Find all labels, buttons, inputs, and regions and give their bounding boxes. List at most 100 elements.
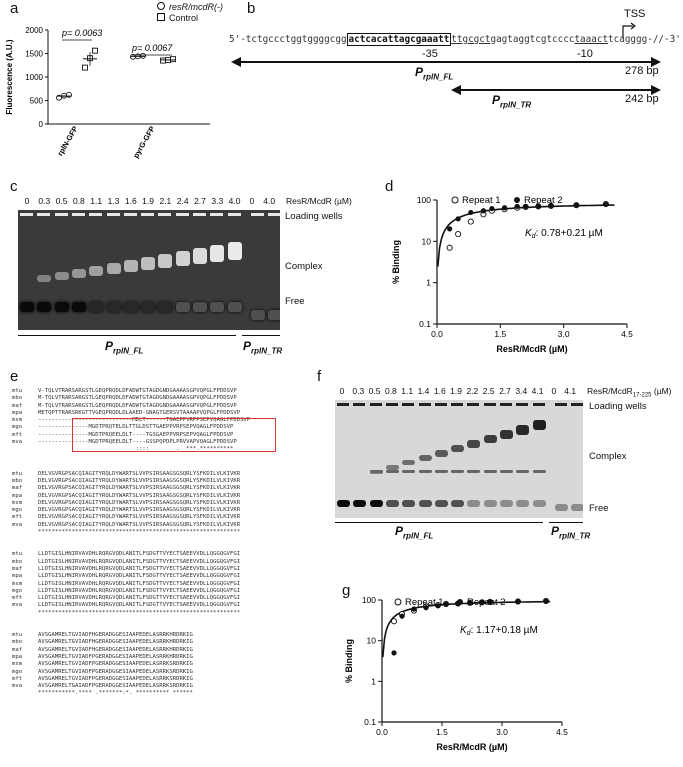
concentration-label: 0 [551, 386, 557, 396]
gel-well [89, 213, 103, 216]
gel-free-band [141, 302, 156, 312]
species-label: mva [12, 521, 23, 528]
c-fl-line [18, 335, 236, 336]
gel-complex-band [37, 275, 52, 282]
point-repeat-2 [411, 606, 417, 612]
alignment-row: ***********.**** .*******:*. ********** … [12, 690, 312, 697]
gel-intermediate-band [532, 470, 546, 473]
alignment-row: mbo LLDTGISLHNIRVAVDHLRQRGVQDLANITLFSDGTT… [12, 559, 312, 566]
kd-k: K [525, 228, 533, 239]
y-tick-label: 0.1 [419, 319, 431, 329]
gel-complex-band [158, 254, 173, 268]
gel-well [353, 403, 366, 406]
concentration-label: 0.8 [384, 386, 397, 396]
gel-complex-band [193, 248, 207, 264]
x-tick-label: 4.5 [556, 727, 568, 737]
alignment-row: mtu LLDTGISLHNIRVAVDHLRQRGVQDLANITLFSDGTT… [12, 551, 312, 558]
point-repeat-2 [603, 201, 609, 208]
sequence: LLDTGISLHNIRVAVDHLRQRGVQDLANITLFSDGTTVYE… [38, 602, 241, 609]
sequence: :::: . ***.********** [38, 446, 234, 453]
sequence: LLDTGISLHNIRVAVDHLRQRGVQDLANITLFSDGTTVYE… [38, 565, 241, 572]
gel-complex-band [483, 435, 497, 444]
alignment-row: mbo AVSGAMRELTGVIADFHGERADGGESIAAPEDELASR… [12, 639, 312, 646]
panel-c: 0 0.3 0.5 0.8 1.1 1.3 1.6 1.9 2.1 2.4 2.7 3.3 4.0 0 4.… [0, 178, 380, 368]
fit-curve [382, 600, 551, 658]
f-fl-line [335, 522, 543, 523]
alignment-row: ****************************************… [12, 529, 312, 536]
sequence: LLDTGISLHNIRVAVDHLRQRGVQDLANITLFSDGTTVYE… [38, 573, 241, 580]
species-label: msm [12, 661, 23, 668]
kd-sub: d [467, 630, 472, 637]
gel-intermediate-band [483, 470, 497, 473]
species-label: mpa [12, 409, 23, 416]
legend-repeat-1: Repeat 1 [462, 195, 501, 206]
gel-intermediate-band [434, 470, 448, 473]
sequence: AVSGAMRELTGVIADFPGERADGGESIAAPEDELASRRKS… [38, 668, 193, 675]
gel-c [18, 210, 280, 330]
sequence: ---------------MGDTPRQEELDLT----GSSPQPDP… [38, 439, 237, 446]
gel-free-band [369, 500, 383, 507]
species-label: mva [12, 602, 23, 609]
sequence: AVSGAMRELTGAIADFPGERADGGESIAAPEDELASRRKS… [38, 683, 193, 690]
f-fl-sub: rplN_FL [403, 531, 434, 541]
sequence: DELVGVRGPSACQIAGITYRQLDYWARTSLVVPSIRSAAG… [38, 521, 241, 528]
a-legend-1: resR/mcdR(-) [157, 2, 223, 12]
alignment-row: mtu V-TQLVTRARSARGSTLGEQPRQDLDFADWTGTAGDG… [12, 388, 312, 395]
concentration-label: 1.6 [433, 386, 446, 396]
species-label: mpa [12, 492, 23, 499]
alignment-row: msm LLDTGISLHNIRVAVDHLRQRGVQDLANITLFSDGTT… [12, 581, 312, 588]
gel-complex-band [106, 263, 121, 274]
f-tr-p: P [551, 524, 560, 538]
point-repeat-2 [443, 601, 449, 607]
gel-free-band [554, 504, 568, 511]
gel-complex-band [89, 266, 104, 276]
minus35-label: -35 [422, 48, 438, 60]
alignment-row: maf AVSGAMRELTGVIADFHGERADGGESIAAPEDELASR… [12, 647, 312, 654]
panel-label-c: c [10, 178, 18, 195]
panel-a: 0 500 1000 1500 2000 Fluorescence (A.U.) p= … [0, 0, 240, 175]
gel-free-band [37, 302, 52, 312]
gel-complex-band [532, 420, 546, 431]
point-repeat-2 [447, 226, 453, 232]
legend-open-circle-icon [451, 196, 459, 204]
f-free-label: Free [589, 503, 609, 514]
x-tick-label: 3.0 [558, 329, 570, 339]
gel-intermediate-band [402, 470, 416, 473]
gel-free-band [418, 500, 432, 507]
panel-e: mtu V-TQLVTRARSARGSTLGEQPRQDLDFADWTGTAGDG… [12, 388, 312, 748]
c-unit-label: ResR/McdR (µM) [286, 196, 352, 206]
seq-mid2: gagtaggtcgtcccc [490, 34, 575, 45]
x-axis-label: ResR/McdR (µM) [496, 344, 567, 354]
alignment-row: msm AVSGAMRELTGVIADFPGERADGGESIAAPEDELASR… [12, 661, 312, 668]
point-repeat-2 [391, 650, 397, 656]
alignment-row: mtu DELVGVRGPSACQIAGITYRQLDYWARTSLVVPSIRS… [12, 471, 312, 478]
gel-intermediate-band [467, 470, 481, 473]
gel-complex-band [500, 430, 513, 439]
a-point-circle [66, 91, 72, 98]
alignment-row: mpa LLDTGISLHNIRVAVDHLRQRGVQDLANITLFSDGTT… [12, 573, 312, 580]
point-repeat-1 [455, 231, 462, 238]
tss-arrow-icon [622, 22, 636, 38]
panel-label-f: f [317, 368, 322, 385]
species-label: mft [12, 431, 23, 438]
species-label: mtu [12, 470, 23, 477]
gel-complex-band [385, 465, 399, 470]
alignment-row: mgo AVSGAMRELTGVIADFPGERADGGESIAAPEDELASR… [12, 669, 312, 676]
concentration-label: 4.0 [228, 196, 241, 206]
a-pvalue-1: p= 0.0063 [61, 28, 102, 38]
gel-well [467, 403, 480, 406]
y-tick-label: 100 [362, 595, 376, 605]
f-tr-label: PrplN_TR [551, 524, 590, 540]
species-label: mft [12, 514, 23, 521]
gel-free-band [451, 500, 465, 507]
sequence: LLDTGISLHNIRVAVDHLRQRGVQDLANITLFSDGTTVYE… [38, 551, 241, 558]
a-pvalue-2: p= 0.0067 [131, 43, 173, 53]
gel-well [402, 403, 415, 406]
b-tr-p: P [492, 93, 501, 107]
gel-intermediate-band [516, 470, 530, 473]
species-label: mtu [12, 388, 23, 394]
gel-free-band [532, 500, 546, 507]
gel-free-band [571, 504, 583, 511]
gel-complex-band [402, 460, 416, 466]
alignment-row: mft DELVGVRGPSACQIAGITYRQLDYWARTSLVVPSIRS… [12, 514, 312, 521]
